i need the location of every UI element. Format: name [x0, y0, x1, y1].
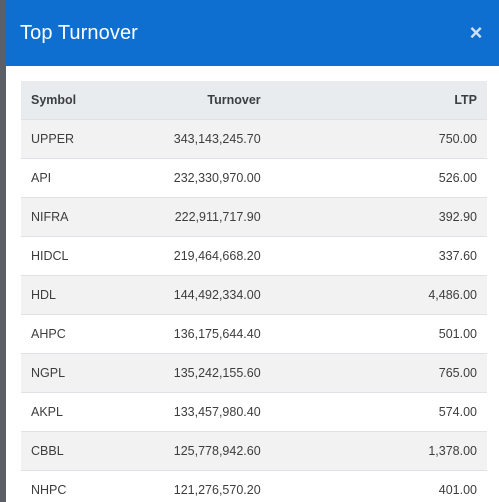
cell-symbol: HIDCL	[31, 248, 69, 263]
cell-turnover: 219,464,668.20	[173, 248, 261, 263]
table-row: HDL 144,492,334.00 4,486.00	[21, 275, 487, 314]
cell-symbol: NGPL	[31, 365, 66, 380]
cell-turnover: 133,457,980.40	[173, 404, 261, 419]
close-icon[interactable]: ×	[469, 20, 483, 45]
cell-ltp: 4,486.00	[428, 287, 477, 302]
table-row: NIFRA 222,911,717.90 392.90	[21, 197, 487, 236]
cell-symbol: NHPC	[31, 482, 67, 497]
top-turnover-modal: Top Turnover × Symbol Turnover LTP UPPER…	[6, 0, 499, 502]
modal-title: Top Turnover	[20, 21, 138, 44]
table-row: CBBL 125,778,942.60 1,378.00	[21, 431, 487, 470]
cell-symbol: AKPL	[31, 404, 63, 419]
column-header-symbol: Symbol	[31, 92, 77, 107]
cell-ltp: 750.00	[438, 131, 477, 146]
cell-symbol: UPPER	[31, 131, 75, 146]
backdrop-edge	[0, 0, 6, 502]
cell-ltp: 392.90	[438, 209, 477, 224]
table-row: AHPC 136,175,644.40 501.00	[21, 314, 487, 353]
cell-turnover: 222,911,717.90	[174, 209, 261, 224]
cell-ltp: 401.00	[438, 482, 477, 497]
table-row: AKPL 133,457,980.40 574.00	[21, 392, 487, 431]
cell-symbol: HDL	[31, 287, 57, 302]
column-header-ltp: LTP	[454, 92, 477, 107]
table-row: UPPER 343,143,245.70 750.00	[21, 119, 487, 158]
cell-symbol: API	[31, 170, 52, 185]
cell-turnover: 136,175,644.40	[173, 326, 261, 341]
cell-ltp: 1,378.00	[428, 443, 477, 458]
cell-turnover: 135,242,155.60	[173, 365, 261, 380]
cell-ltp: 501.00	[438, 326, 477, 341]
column-header-turnover: Turnover	[207, 92, 261, 107]
cell-ltp: 526.00	[438, 170, 477, 185]
table-row: HIDCL 219,464,668.20 337.60	[21, 236, 487, 275]
table-row: NGPL 135,242,155.60 765.00	[21, 353, 487, 392]
table-head: Symbol Turnover LTP	[21, 81, 487, 119]
modal-header: Top Turnover ×	[6, 0, 499, 66]
cell-ltp: 765.00	[438, 365, 477, 380]
cell-ltp: 337.60	[438, 248, 477, 263]
cell-turnover: 232,330,970.00	[173, 170, 261, 185]
cell-turnover: 144,492,334.00	[173, 287, 261, 302]
table-body: UPPER 343,143,245.70 750.00 API 232,330,…	[21, 119, 487, 502]
turnover-table: Symbol Turnover LTP UPPER 343,143,245.70…	[21, 81, 487, 502]
table-header-row: Symbol Turnover LTP	[21, 81, 487, 119]
table-row: API 232,330,970.00 526.00	[21, 158, 487, 197]
cell-symbol: NIFRA	[31, 209, 69, 224]
cell-symbol: AHPC	[31, 326, 66, 341]
cell-ltp: 574.00	[438, 404, 477, 419]
turnover-table-container: Symbol Turnover LTP UPPER 343,143,245.70…	[21, 81, 487, 502]
cell-turnover: 121,276,570.20	[173, 482, 261, 497]
cell-turnover: 125,778,942.60	[173, 443, 261, 458]
cell-turnover: 343,143,245.70	[173, 131, 261, 146]
cell-symbol: CBBL	[31, 443, 64, 458]
table-row: NHPC 121,276,570.20 401.00	[21, 470, 487, 502]
